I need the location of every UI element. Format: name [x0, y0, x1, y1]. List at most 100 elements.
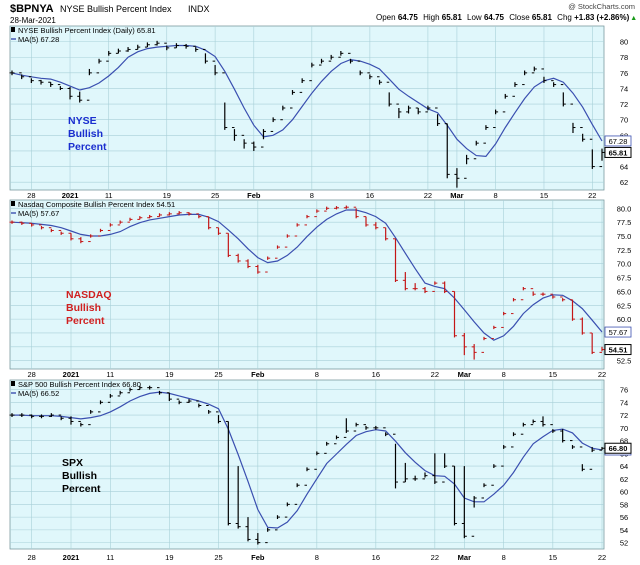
ohlc-bar [425, 105, 431, 113]
ohlc-bar [157, 213, 162, 218]
ohlc-bar [107, 394, 113, 403]
ohlc-bar [58, 414, 64, 421]
y-tick-label: 54 [620, 526, 628, 535]
ohlc-bar [343, 418, 349, 438]
ohlc-bar [435, 107, 441, 126]
ohlc-bar [225, 420, 231, 526]
y-tick-label: 68 [620, 437, 628, 446]
x-tick-label: Feb [251, 370, 265, 379]
ohlc-bar [363, 216, 369, 227]
ohlc-bar [373, 425, 379, 430]
ohlc-bar [29, 414, 35, 419]
ohlc-bar [383, 227, 389, 241]
ohlc-bar [319, 58, 325, 66]
ohlc-bar [491, 464, 497, 486]
ohlc-bar [442, 453, 448, 483]
ohlc-bar [206, 216, 212, 230]
ohlc-bar [154, 40, 160, 46]
ohlc-bar [314, 451, 320, 470]
y-tick-label: 64 [620, 462, 628, 471]
ohlc-bar [275, 515, 280, 531]
ohlc-bar [19, 72, 25, 80]
x-tick-label: 22 [431, 553, 439, 562]
ohlc-bar [367, 72, 373, 80]
chart-exchange: INDX [188, 4, 210, 14]
ohlc-bar [589, 332, 595, 355]
ohlc-bar [265, 256, 271, 273]
ohlc-bar [166, 392, 172, 402]
ohlc-bar [39, 224, 44, 230]
ohlc-bar [225, 232, 231, 258]
ohlc-bar [280, 105, 286, 121]
x-tick-label: 2021 [63, 370, 80, 379]
ohlc-bar [117, 220, 123, 226]
ohlc-bar [68, 416, 74, 425]
ohlc-bar [402, 272, 408, 291]
y-tick-label: 80.0 [617, 204, 632, 213]
ohlc-bar [570, 299, 575, 321]
ohlc-bar [231, 127, 237, 141]
ohlc-bar [9, 220, 15, 224]
ma-line [11, 44, 603, 158]
last-close-badge: 65.81 [604, 146, 632, 158]
ohlc-bar [560, 429, 566, 443]
x-tick-label: Mar [458, 370, 471, 379]
ohlc-bar [551, 80, 557, 87]
ohlc-bar [402, 462, 408, 483]
side-label-line: NASDAQ [66, 289, 112, 301]
y-tick-label: 80 [620, 38, 628, 47]
ohlc-bar [193, 45, 199, 52]
y-tick-label: 74 [620, 398, 628, 407]
ohlc-bar [28, 76, 34, 84]
ma-line [11, 209, 603, 341]
y-tick-label: 65.0 [617, 287, 632, 296]
ohlc-bar [493, 109, 499, 129]
x-axis: 28 2021 11 19 25 Feb 8 16 22 Mar 8 15 22 [27, 553, 606, 562]
ohlc-bar [251, 141, 257, 151]
ohlc-bar [135, 44, 141, 50]
ohlc-bar [115, 48, 121, 54]
ohlc-bar [241, 134, 247, 149]
legend-title: S&P 500 Bullish Percent Index 66.80 [18, 380, 141, 389]
ohlc-bar [176, 398, 182, 405]
ohlc-bar [255, 264, 261, 274]
ohlc-bar [511, 432, 516, 448]
ohlc-bar [541, 68, 547, 84]
side-label-line: Percent [66, 315, 105, 327]
x-tick-label: 22 [598, 553, 606, 562]
ohlc-bar [289, 90, 295, 109]
ohlc-bar [284, 502, 290, 518]
last-close-badge: 66.80 [604, 442, 632, 454]
ohlc-bar [245, 517, 251, 542]
x-tick-label: 8 [502, 370, 506, 379]
ohlc-bar [471, 496, 477, 537]
ohlc-bar [88, 409, 94, 426]
x-tick-label: 22 [431, 370, 439, 379]
ohlc-bar [471, 344, 477, 360]
ohlc-bar [530, 419, 536, 426]
y-tick-label: 72 [620, 100, 628, 109]
plot-area [9, 25, 605, 191]
ohlc-bar [206, 405, 212, 414]
ohlc-bar [106, 50, 112, 62]
ohlc-bar [570, 103, 576, 133]
x-tick-label: 16 [372, 553, 380, 562]
ohlc-bar [78, 237, 84, 244]
chart-symbol: $BPNYA [10, 3, 54, 15]
ohlc-bar [530, 288, 536, 296]
x-tick-label: 8 [494, 191, 498, 200]
side-label-line: Percent [68, 141, 107, 153]
ohlc-bar [304, 467, 310, 486]
y-tick-label: 62 [620, 475, 628, 484]
x-tick-label: 8 [502, 553, 506, 562]
ohlc-bar [222, 72, 228, 130]
last-close-badge: 54.51 [604, 344, 632, 356]
panel-3: 76747270686664626058565452S&P 500 Bullis… [9, 379, 632, 550]
ohlc-bar [373, 222, 379, 230]
last-ma-value: 67.28 [609, 137, 628, 146]
ohlc-bar [442, 281, 448, 294]
ohlc-bar [29, 222, 35, 227]
ohlc-bar [432, 281, 438, 292]
ohlc-bar [98, 228, 103, 237]
y-tick-label: 72 [620, 411, 628, 420]
